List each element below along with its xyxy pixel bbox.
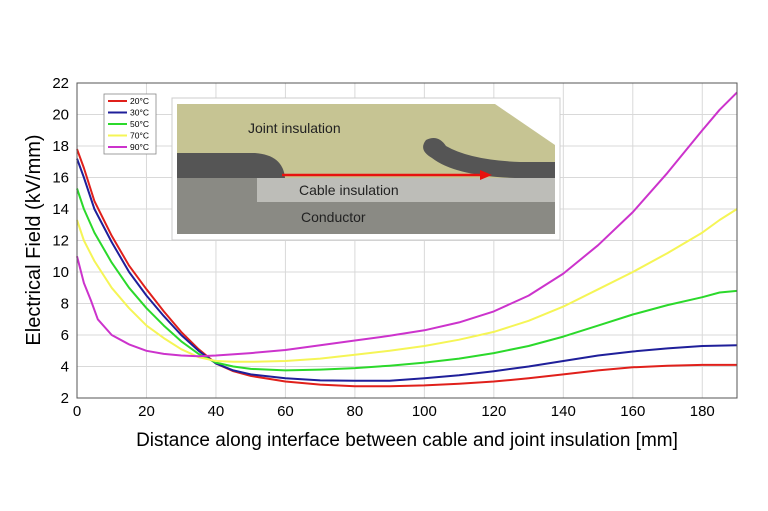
x-tick-label: 40 — [208, 403, 225, 420]
series-line — [76, 91, 738, 358]
series-lines — [76, 91, 738, 388]
interface-arrowhead — [480, 170, 492, 180]
legend-label: 70°C — [130, 131, 149, 141]
y-tick-label: 6 — [61, 327, 69, 344]
y-tick-label: 22 — [52, 75, 69, 92]
legend-label: 20°C — [130, 96, 149, 106]
x-axis-label: Distance along interface between cable a… — [136, 430, 678, 451]
y-tick-label: 8 — [61, 296, 69, 313]
legend-label: 90°C — [130, 142, 149, 152]
cable-insulation-region — [257, 178, 555, 202]
y-tick-label: 10 — [52, 264, 69, 281]
y-axis-label: Electrical Field (kV/mm) — [23, 134, 45, 345]
plot-frame — [76, 82, 738, 399]
x-tick-label: 140 — [551, 403, 576, 420]
y-tick-label: 20 — [52, 107, 69, 124]
y-tick-label: 16 — [52, 170, 69, 187]
x-tick-label: 120 — [481, 403, 506, 420]
legend: 20°C 30°C50°C 70°C90°C — [103, 93, 157, 155]
tick-labels: 0 20 40 60 80 100 120 140 160 180 2 4 6 8 10 12 14 16 18 20… — [52, 75, 714, 420]
series-line — [76, 148, 737, 388]
series-line — [76, 208, 738, 363]
y-tick-label: 12 — [52, 233, 69, 250]
inset-label-conductor: Conductor — [301, 209, 366, 225]
x-tick-label: 60 — [277, 403, 294, 420]
x-tick-label: 20 — [138, 403, 155, 420]
semicon-electrode-left — [177, 153, 285, 178]
y-tick-label: 4 — [61, 359, 69, 376]
x-tick-label: 180 — [690, 403, 715, 420]
y-tick-label: 2 — [61, 390, 69, 407]
x-tick-label: 160 — [620, 403, 645, 420]
legend-label: 30°C — [130, 108, 149, 118]
series-line — [76, 158, 738, 382]
y-tick-label: 14 — [52, 201, 69, 218]
legend-label: 50°C — [130, 119, 149, 129]
inset-schematic: Joint insulation Cable insulation Conduc… — [171, 97, 561, 241]
x-tick-label: 0 — [73, 403, 81, 420]
x-tick-label: 100 — [412, 403, 437, 420]
semicon-deflector-right — [423, 138, 555, 178]
y-tick-label: 18 — [52, 138, 69, 155]
series-line — [76, 188, 738, 372]
inset-label-cable: Cable insulation — [299, 182, 399, 198]
x-tick-label: 80 — [347, 403, 364, 420]
inset-label-joint: Joint insulation — [248, 120, 341, 136]
